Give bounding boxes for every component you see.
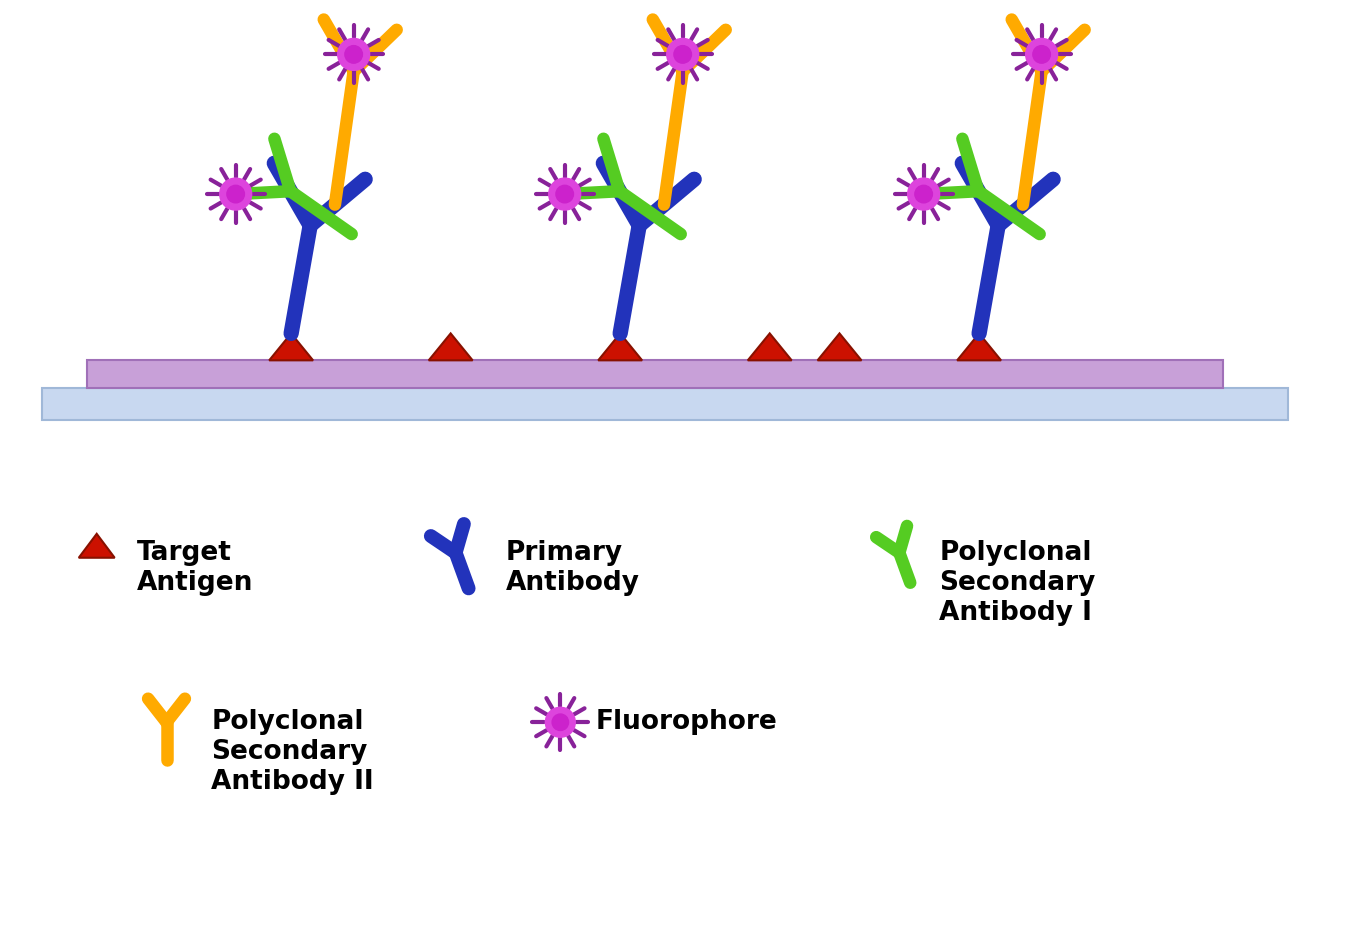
Polygon shape xyxy=(818,334,861,360)
Circle shape xyxy=(344,45,362,63)
Circle shape xyxy=(1033,45,1050,63)
Polygon shape xyxy=(957,334,1002,360)
Polygon shape xyxy=(269,334,313,360)
Circle shape xyxy=(1026,39,1057,71)
Circle shape xyxy=(667,39,699,71)
Text: Fluorophore: Fluorophore xyxy=(595,709,778,736)
Circle shape xyxy=(674,45,691,63)
FancyBboxPatch shape xyxy=(86,360,1223,389)
Circle shape xyxy=(907,178,940,210)
Circle shape xyxy=(545,707,575,737)
Circle shape xyxy=(220,178,251,210)
Text: Target
Antigen: Target Antigen xyxy=(136,539,252,596)
Polygon shape xyxy=(598,334,643,360)
Polygon shape xyxy=(429,334,472,360)
Text: Primary
Antibody: Primary Antibody xyxy=(505,539,640,596)
Circle shape xyxy=(552,714,568,731)
Circle shape xyxy=(915,186,933,203)
Text: Polyclonal
Secondary
Antibody II: Polyclonal Secondary Antibody II xyxy=(212,709,374,795)
Circle shape xyxy=(338,39,370,71)
FancyBboxPatch shape xyxy=(42,389,1288,421)
Text: Polyclonal
Secondary
Antibody I: Polyclonal Secondary Antibody I xyxy=(940,539,1096,626)
Polygon shape xyxy=(748,334,791,360)
Circle shape xyxy=(548,178,580,210)
Circle shape xyxy=(556,186,574,203)
Polygon shape xyxy=(78,534,115,557)
Circle shape xyxy=(227,186,244,203)
